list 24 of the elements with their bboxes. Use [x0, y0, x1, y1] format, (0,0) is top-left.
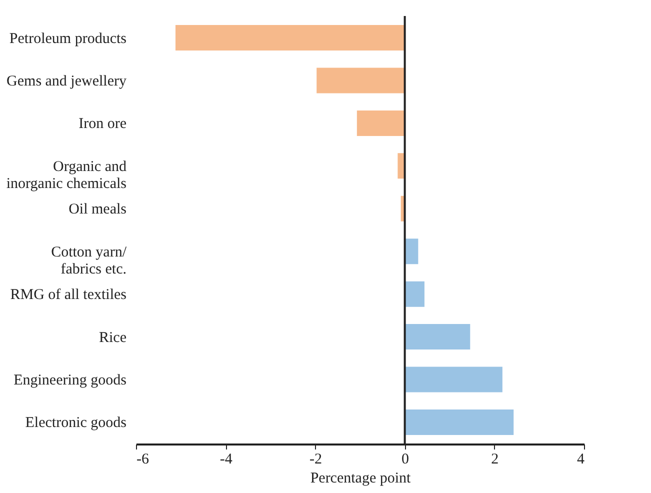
bar — [404, 323, 472, 351]
bar — [174, 24, 406, 52]
y-tick-label: RMG of all textiles — [10, 287, 127, 304]
bar — [404, 408, 515, 436]
y-tick-label: Electronic goods — [25, 415, 127, 432]
y-tick-label: Petroleum products — [9, 30, 127, 47]
x-tick-label: -6 — [136, 452, 150, 468]
y-tick-label: Engineering goods — [14, 372, 127, 388]
bar — [404, 280, 426, 308]
x-axis-title: Percentage point — [310, 470, 412, 486]
y-tick-label: Rice — [99, 330, 127, 346]
y-tick-label: Gems and jewellery — [6, 74, 127, 90]
y-tick-label: Organic and inorganic chemicals — [6, 158, 127, 192]
x-tick-label: 0 — [402, 452, 410, 468]
x-tick-label: -2 — [309, 452, 322, 468]
x-tick-label: 2 — [491, 452, 499, 468]
bar — [316, 66, 406, 94]
y-tick-label: Iron ore — [78, 116, 127, 132]
bar — [404, 366, 504, 394]
y-tick-label: Oil meals — [68, 202, 127, 218]
x-tick-label: -4 — [220, 452, 233, 468]
y-tick-label: Cotton yarn/ fabrics etc. — [51, 244, 128, 278]
bar — [356, 109, 406, 137]
x-tick-label: 4 — [577, 452, 585, 468]
